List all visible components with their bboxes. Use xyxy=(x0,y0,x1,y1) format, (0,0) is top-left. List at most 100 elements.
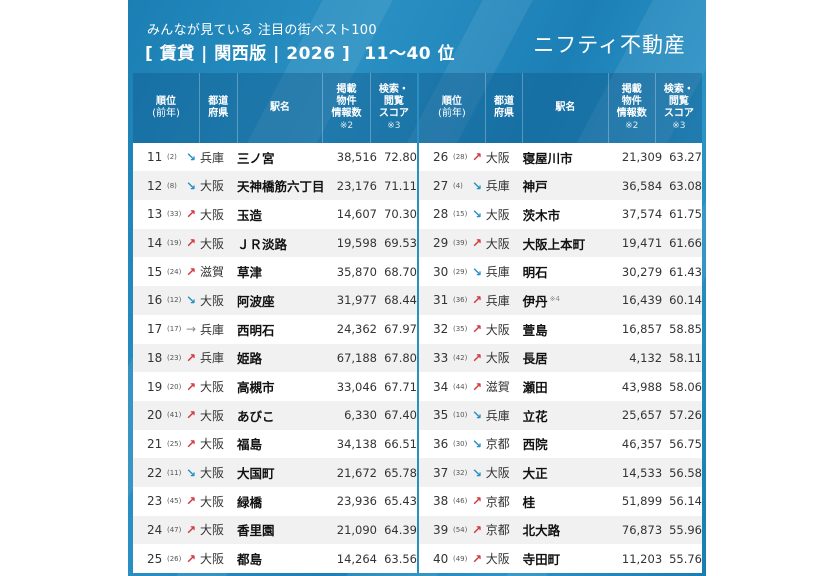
previous-rank: (39) xyxy=(453,239,468,248)
listing-count-cell: 35,870 xyxy=(336,264,377,279)
header-label: 情報数 xyxy=(616,107,647,119)
table-row: 15 (24) ↗ 滋賀 草津 35,870 68.70 xyxy=(133,257,417,286)
previous-rank: (11) xyxy=(167,468,182,477)
rank-number: 37 xyxy=(433,465,449,480)
listing-count-cell: 21,090 xyxy=(336,522,377,537)
prefecture-cell: 大阪 xyxy=(485,322,510,337)
trend-arrow-icon: → xyxy=(186,322,197,337)
station-name: 三ノ宮 xyxy=(237,150,275,166)
previous-rank: (12) xyxy=(167,296,182,305)
prefecture-cell: 滋賀 xyxy=(485,380,510,395)
footnote-mark: ※4 xyxy=(549,294,560,303)
previous-rank: (30) xyxy=(453,439,468,448)
score-cell: 58.06 xyxy=(669,379,702,394)
rank-number: 39 xyxy=(433,522,449,537)
score-cell: 58.11 xyxy=(669,350,702,365)
listing-count-cell: 38,516 xyxy=(336,150,377,165)
rank-cell: 13 (33) ↗ xyxy=(133,207,200,221)
rank-number: 33 xyxy=(433,350,449,365)
listing-count-cell: 43,988 xyxy=(621,379,663,394)
station-name: 瀬田 xyxy=(522,380,548,396)
rank-cell: 21 (25) ↗ xyxy=(133,437,200,451)
rank-number: 14 xyxy=(147,236,163,251)
station-name: 大正 xyxy=(522,466,548,482)
table-row: 20 (41) ↗ 大阪 あびこ 6,330 67.40 xyxy=(133,400,417,430)
trend-arrow-icon: ↘ xyxy=(472,207,483,222)
trend-arrow-icon: ↗ xyxy=(186,408,197,423)
prefecture-cell: 兵庫 xyxy=(200,150,225,165)
listing-count-cell: 76,873 xyxy=(621,522,663,537)
station-name: 茨木市 xyxy=(522,207,561,223)
station-name: 緑橋 xyxy=(237,494,263,510)
header-label: 都道 xyxy=(208,95,229,107)
station-name: 伊丹 xyxy=(522,293,548,309)
header-label: 情報数 xyxy=(331,107,362,119)
table-row: 35 (10) ↘ 兵庫 立花 25,657 57.26 xyxy=(419,400,702,430)
trend-arrow-icon: ↗ xyxy=(186,436,197,451)
station-name-cell: あびこ xyxy=(237,406,333,425)
score-cell: 63.56 xyxy=(384,551,417,566)
header-label: 検索・ xyxy=(663,83,694,95)
score-cell: 68.70 xyxy=(384,264,417,279)
column-header-rank: 順位 (前年) xyxy=(419,73,486,143)
trend-arrow-icon: ↗ xyxy=(186,236,197,251)
trend-arrow-icon: ↗ xyxy=(472,150,483,165)
trend-arrow-icon: ↘ xyxy=(186,178,197,193)
trend-arrow-icon: ↘ xyxy=(472,465,483,480)
station-name-cell: 大阪上本町 xyxy=(523,234,619,253)
trend-arrow-icon: ↗ xyxy=(472,494,483,509)
previous-rank: (19) xyxy=(167,239,182,248)
station-name-cell: 長居 xyxy=(523,348,619,367)
station-name-cell: 三ノ宮 xyxy=(237,148,333,167)
station-name: 立花 xyxy=(522,408,548,424)
station-name-cell: 明石 xyxy=(523,262,619,281)
prefecture-cell: 兵庫 xyxy=(200,322,225,337)
station-name: 姫路 xyxy=(237,351,263,367)
column-header-listings: 掲載 物件 情報数 ※2 xyxy=(609,73,656,143)
header-label: 閲覧 xyxy=(383,95,404,107)
score-cell: 63.08 xyxy=(669,178,702,193)
station-name: あびこ xyxy=(237,408,275,424)
station-name-cell: 西院 xyxy=(523,434,619,453)
rank-number: 21 xyxy=(147,436,163,451)
station-name-cell: 大国町 xyxy=(237,463,333,482)
score-cell: 63.27 xyxy=(669,150,702,165)
prefecture-cell: 兵庫 xyxy=(485,179,510,194)
station-name: 香里園 xyxy=(237,523,275,539)
station-name-cell: 立花 xyxy=(523,406,619,425)
previous-rank: (26) xyxy=(167,554,182,563)
station-name: 長居 xyxy=(522,351,548,367)
table-row: 27 (4) ↘ 兵庫 神戸 36,584 63.08 xyxy=(419,171,702,201)
previous-rank: (24) xyxy=(167,267,182,276)
score-cell: 61.43 xyxy=(669,264,702,279)
station-name-cell: 伊丹 ※4 xyxy=(523,291,619,310)
table-row: 17 (17) → 兵庫 西明石 24,362 67.97 xyxy=(133,315,417,344)
header-note: ※3 xyxy=(672,120,686,131)
trend-arrow-icon: ↘ xyxy=(472,436,483,451)
station-name-cell: 北大路 xyxy=(523,520,619,539)
table-row: 39 (54) ↗ 京都 北大路 76,873 55.96 xyxy=(419,515,702,545)
station-name-cell: 都島 xyxy=(237,549,333,568)
title-range: 11〜40 位 xyxy=(364,44,456,64)
rank-number: 12 xyxy=(147,178,163,193)
column-header-station: 駅名 xyxy=(523,73,609,143)
station-name: 萱島 xyxy=(522,322,548,338)
prefecture-cell: 大阪 xyxy=(485,466,510,481)
score-cell: 56.14 xyxy=(669,494,702,509)
prefecture-cell: 兵庫 xyxy=(485,265,510,280)
previous-rank: (44) xyxy=(453,382,468,391)
rank-number: 36 xyxy=(433,436,449,451)
listing-count-cell: 19,598 xyxy=(336,236,377,251)
column-header-listings: 掲載 物件 情報数 ※2 xyxy=(323,73,371,143)
station-name: 西院 xyxy=(522,437,548,453)
station-name-cell: 茨木市 xyxy=(523,205,619,224)
station-name: 明石 xyxy=(522,265,548,281)
header-sublabel: (前年) xyxy=(152,107,180,119)
score-cell: 67.97 xyxy=(384,322,417,337)
rank-cell: 30 (29) ↘ xyxy=(419,265,486,279)
rank-number: 24 xyxy=(147,522,163,537)
ranking-table-right: 順位 (前年) 都道 府県 駅名 掲載 物件 情報数 ※2 検索・ xyxy=(417,73,702,573)
trend-arrow-icon: ↗ xyxy=(186,379,197,394)
station-name: 寝屋川市 xyxy=(522,150,573,166)
listing-count-cell: 6,330 xyxy=(344,408,377,423)
